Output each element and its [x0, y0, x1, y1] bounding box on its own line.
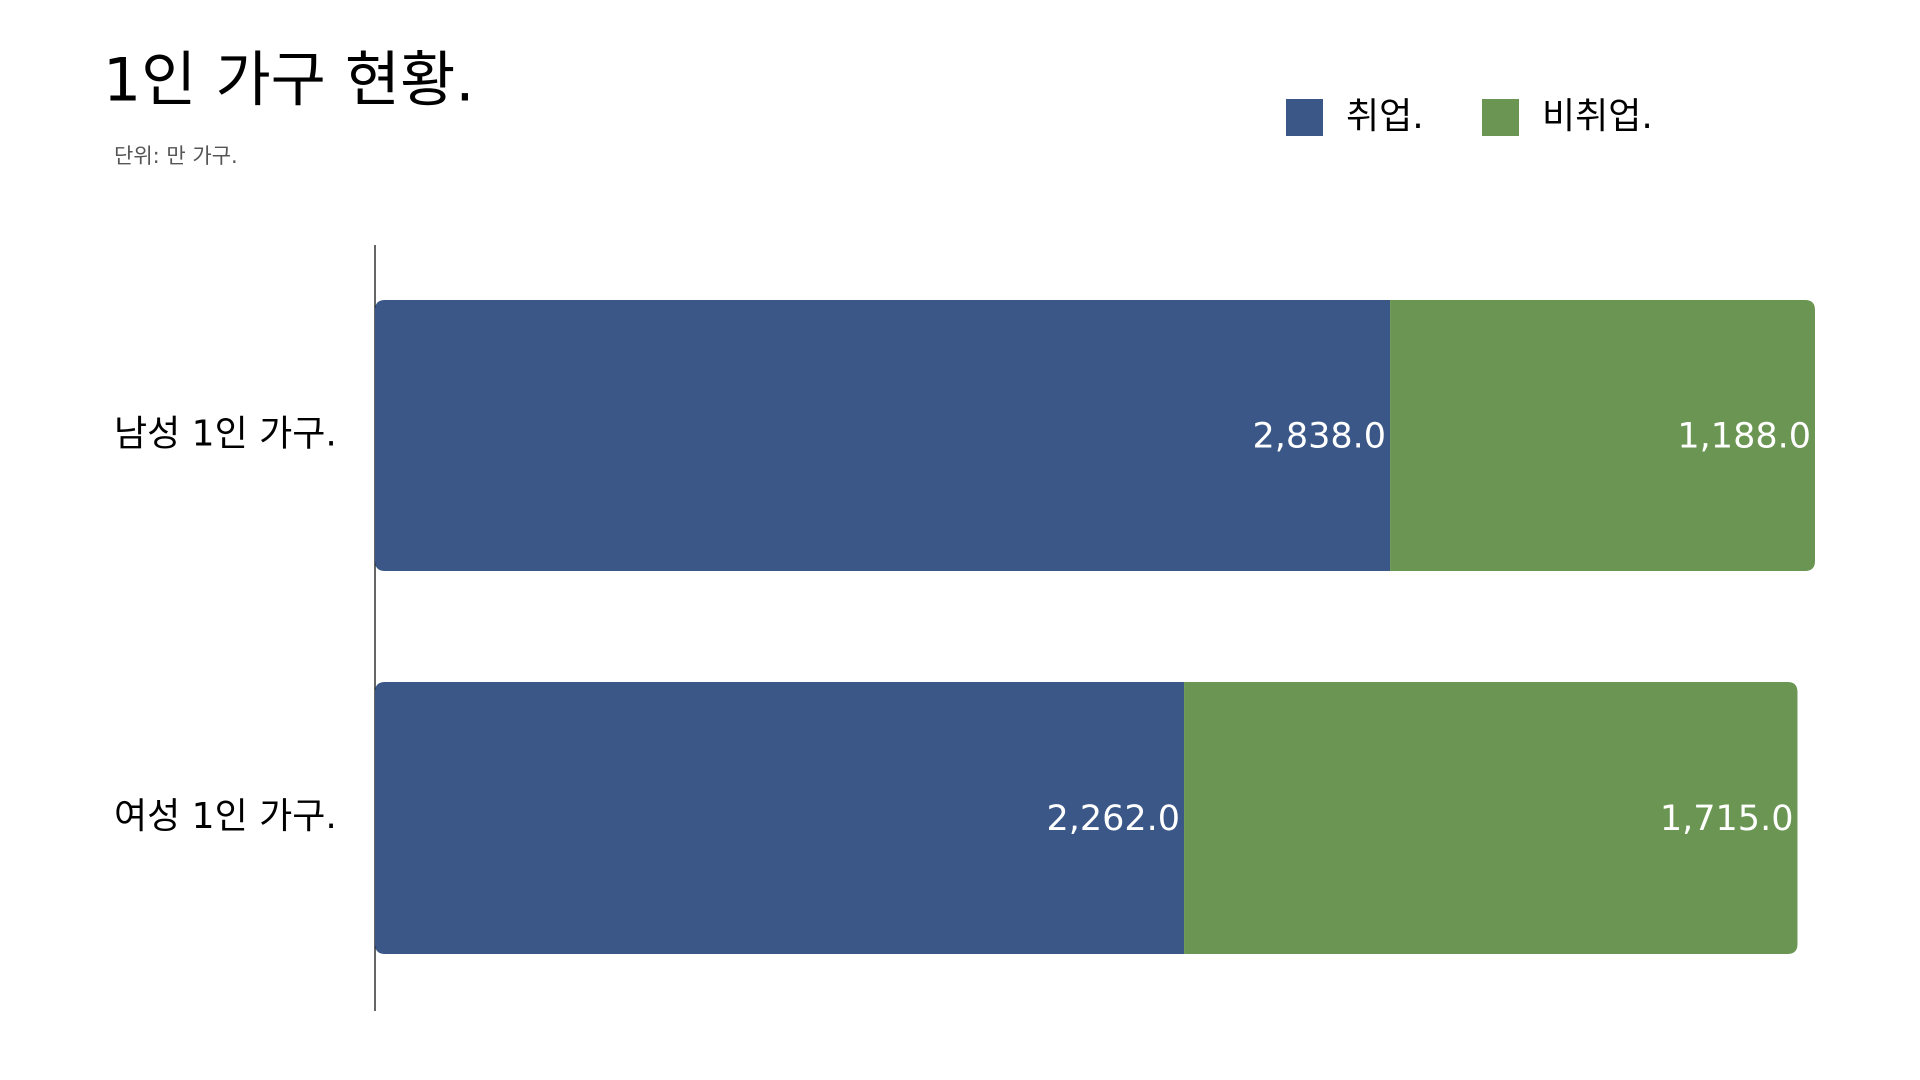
legend-swatch — [1286, 99, 1323, 136]
data-label: 2,262.0 — [1046, 799, 1180, 839]
data-label: 1,188.0 — [1677, 417, 1811, 457]
bar-segment — [375, 682, 1185, 954]
data-label: 2,838.0 — [1252, 417, 1386, 457]
y-tick-label: 남성 1인 가구. — [114, 414, 337, 455]
bar-segment — [1184, 682, 1798, 954]
bar-segment — [375, 300, 1391, 571]
legend-swatch — [1482, 99, 1519, 136]
y-tick-label: 여성 1인 가구. — [114, 796, 337, 837]
data-label: 1,715.0 — [1660, 799, 1794, 839]
chart-subtitle: 단위: 만 가구. — [114, 144, 238, 168]
legend-label: 취업. — [1346, 96, 1424, 137]
chart-title: 1인 가구 현황. — [103, 46, 474, 116]
legend-label: 비취업. — [1542, 96, 1653, 137]
bar-segment — [1390, 300, 1815, 571]
